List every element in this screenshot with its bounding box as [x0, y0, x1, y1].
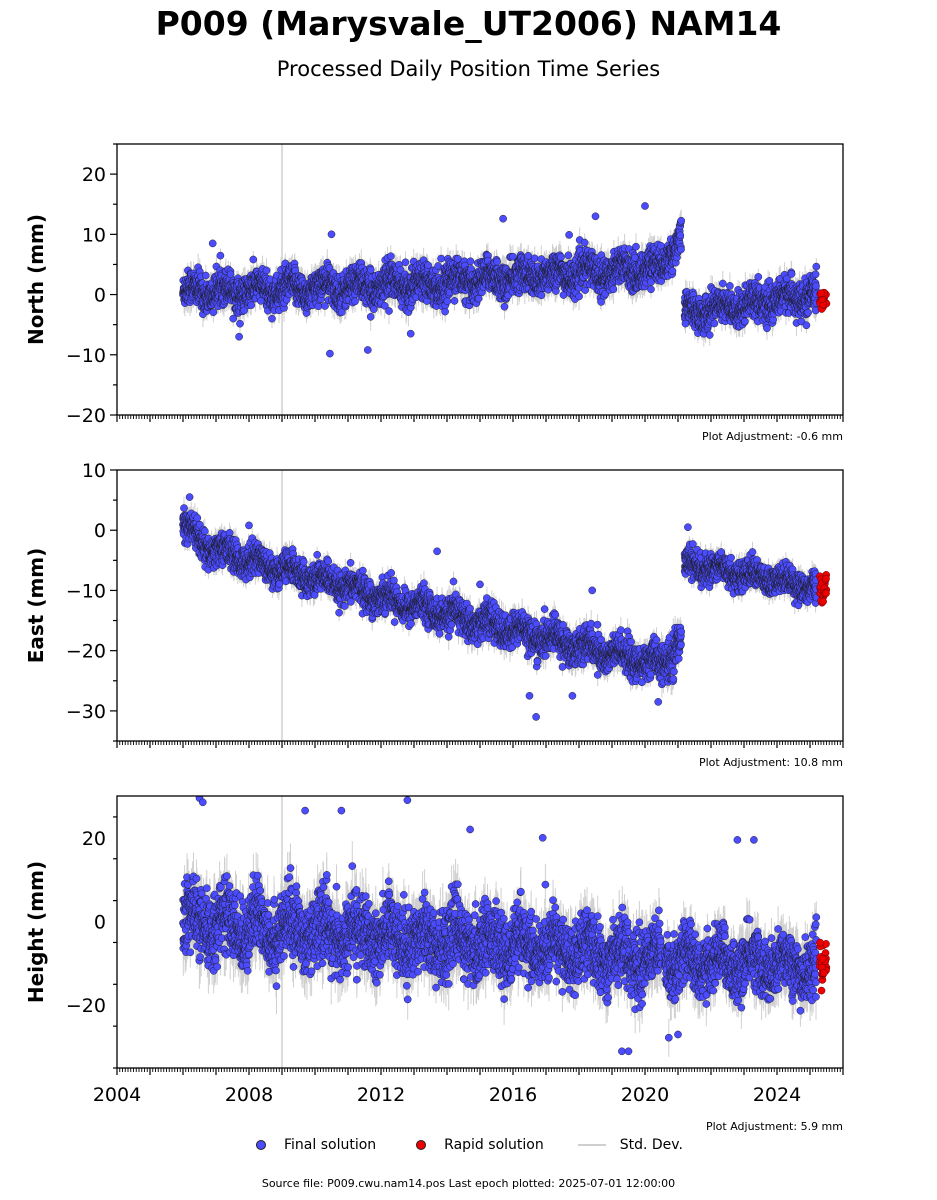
- final-point: [811, 270, 820, 279]
- plot-adjustment-label: Plot Adjustment: -0.6 mm: [702, 430, 843, 443]
- final-point: [812, 282, 820, 290]
- final-point: [200, 527, 209, 535]
- final-point: [705, 331, 714, 339]
- final-point: [193, 514, 202, 522]
- outlier-point: [363, 346, 372, 354]
- final-point: [366, 312, 375, 321]
- final-point: [366, 266, 375, 274]
- outlier-point: [499, 214, 507, 223]
- final-point: [493, 257, 501, 266]
- final-point: [240, 306, 248, 315]
- outlier-point: [235, 332, 243, 341]
- final-point: [676, 231, 685, 240]
- final-point: [262, 266, 271, 275]
- final-point: [632, 242, 640, 251]
- outlier-point: [591, 212, 600, 221]
- y-tick-label: 0: [94, 285, 106, 307]
- final-point: [741, 317, 749, 326]
- final-point: [812, 262, 821, 271]
- final-point: [247, 301, 256, 310]
- final-point: [236, 319, 244, 328]
- outlier-point: [326, 349, 334, 358]
- final-point: [564, 251, 573, 260]
- outlier-point: [208, 239, 217, 248]
- y-tick-label: 10: [82, 224, 106, 246]
- final-point: [726, 282, 734, 290]
- final-point: [401, 258, 410, 267]
- final-point: [787, 270, 796, 278]
- final-point: [249, 255, 258, 264]
- final-point: [763, 324, 771, 333]
- y-tick-label: 20: [82, 164, 106, 186]
- final-point: [474, 294, 483, 303]
- final-point: [209, 308, 218, 317]
- std-dev-path: [182, 496, 817, 698]
- std-dev-bars: [182, 496, 817, 698]
- final-point: [677, 216, 686, 225]
- final-point: [443, 297, 452, 306]
- panel-0: −20 −10 0 10 20 North (mm) Plot Adjustment: -0…: [24, 143, 844, 443]
- chart-title: P009 (Marysvale_UT2006) NAM14: [155, 4, 782, 43]
- chart-subtitle: Processed Daily Position Time Series: [276, 57, 661, 81]
- final-point: [524, 251, 533, 260]
- final-point: [557, 253, 565, 261]
- final-point: [677, 245, 685, 254]
- final-point: [268, 314, 276, 323]
- y-tick-label: −10: [66, 345, 106, 367]
- y-axis-label: North (mm): [24, 214, 48, 345]
- final-point: [718, 279, 727, 288]
- outlier-point: [641, 202, 649, 210]
- final-point: [229, 314, 238, 323]
- y-tick-label: −20: [66, 405, 106, 427]
- final-point: [437, 254, 445, 263]
- final-point: [668, 267, 677, 275]
- final-point: [466, 257, 475, 266]
- final-point: [450, 297, 459, 305]
- final-point: [537, 291, 546, 300]
- final-point: [609, 285, 618, 294]
- final-point: [180, 504, 188, 512]
- final-point: [647, 285, 655, 294]
- final-point: [530, 254, 539, 263]
- final-point: [802, 321, 811, 330]
- outlier-point: [327, 230, 336, 239]
- outlier-point: [565, 231, 573, 239]
- outlier-point: [406, 329, 415, 338]
- final-point: [575, 292, 583, 301]
- final-point: [580, 238, 589, 247]
- final-point: [681, 319, 690, 328]
- rapid-point: [817, 289, 826, 298]
- final-point: [804, 308, 812, 317]
- final-point: [351, 297, 359, 306]
- final-point: [385, 307, 393, 315]
- final-points: [179, 493, 831, 721]
- final-point: [216, 251, 225, 260]
- final-point: [500, 302, 509, 311]
- final-points: [179, 202, 831, 358]
- final-point: [386, 252, 395, 261]
- final-point: [754, 273, 763, 281]
- final-point: [710, 319, 719, 328]
- final-point: [201, 271, 210, 280]
